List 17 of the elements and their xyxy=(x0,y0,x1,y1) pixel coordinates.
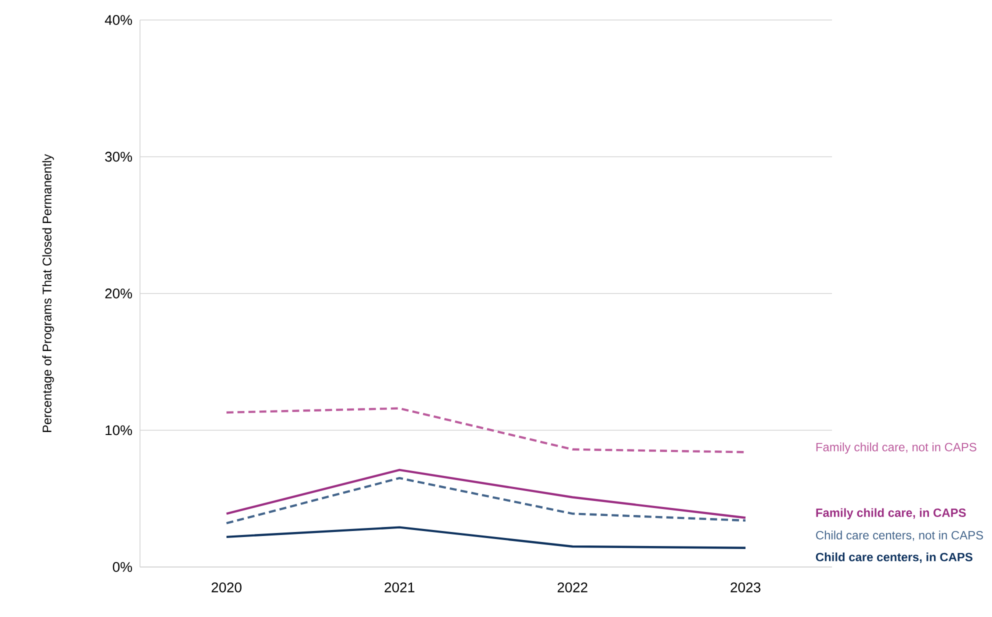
y-tick-label: 0% xyxy=(112,562,132,572)
line-series xyxy=(225,477,747,524)
line-series xyxy=(225,468,747,519)
x-tick-label: 2023 xyxy=(730,582,760,592)
y-tick-label: 40% xyxy=(104,15,132,25)
line-series xyxy=(225,526,747,549)
x-tick-label: 2021 xyxy=(384,582,414,592)
y-axis-title: Percentage of Programs That Closed Permanently xyxy=(42,154,54,432)
y-tick-label: 20% xyxy=(105,288,132,298)
x-tick-label: 2022 xyxy=(558,582,588,592)
y-tick-label: 30% xyxy=(105,152,132,162)
text: Child care centers, in CAPS xyxy=(816,552,972,564)
x-tick-label: 2020 xyxy=(212,582,242,592)
text: Child care centers, not in CAPS xyxy=(816,530,983,541)
text: Family child care, in CAPS xyxy=(816,508,966,520)
text: Family child care, not in CAPS xyxy=(816,442,976,454)
y-tick-label: 10% xyxy=(106,425,132,436)
